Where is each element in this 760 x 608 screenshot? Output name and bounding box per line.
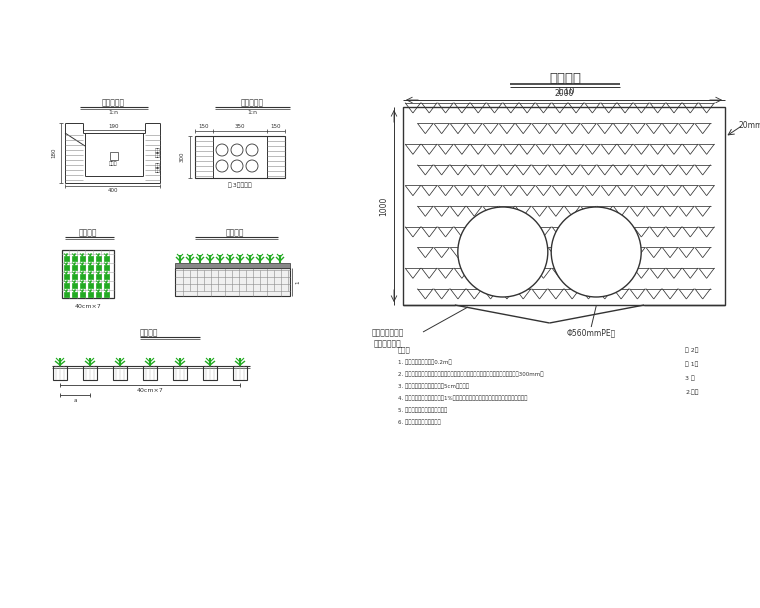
Text: 350: 350 bbox=[235, 123, 245, 128]
Text: 3 号: 3 号 bbox=[685, 375, 695, 381]
Bar bbox=[103, 283, 109, 288]
Text: （两布一膜）: （两布一膜） bbox=[374, 339, 402, 348]
Bar bbox=[233, 366, 247, 380]
Text: 3. 滲水层级配内不应使用小于5cm的础石。: 3. 滲水层级配内不应使用小于5cm的础石。 bbox=[398, 383, 469, 389]
Text: 1:10: 1:10 bbox=[556, 88, 575, 97]
Bar bbox=[96, 291, 100, 297]
Bar bbox=[195, 136, 285, 178]
Text: 180: 180 bbox=[52, 148, 56, 158]
Circle shape bbox=[551, 207, 641, 297]
Text: 400: 400 bbox=[107, 188, 118, 193]
Circle shape bbox=[216, 144, 228, 156]
Text: 滲水大样图: 滲水大样图 bbox=[240, 98, 264, 108]
Bar bbox=[64, 283, 68, 288]
Bar bbox=[110, 152, 118, 160]
Text: 滲沟断面: 滲沟断面 bbox=[549, 72, 581, 85]
Bar bbox=[71, 291, 77, 297]
Circle shape bbox=[216, 160, 228, 172]
Bar bbox=[96, 255, 100, 260]
Bar bbox=[64, 291, 68, 297]
Text: 泹水大样图: 泹水大样图 bbox=[101, 98, 125, 108]
Text: 碎石
垫层: 碎石 垫层 bbox=[155, 162, 161, 173]
Text: 网状断面: 网状断面 bbox=[79, 229, 97, 238]
Text: 20mm砖石: 20mm砖石 bbox=[738, 120, 760, 130]
Text: 1:n: 1:n bbox=[247, 111, 257, 116]
Text: Φ560mmPE管: Φ560mmPE管 bbox=[566, 328, 616, 337]
Text: 2.比号: 2.比号 bbox=[685, 389, 698, 395]
Text: 滤水孔: 滤水孔 bbox=[109, 162, 117, 167]
Text: 300: 300 bbox=[179, 152, 185, 162]
Bar bbox=[103, 255, 109, 260]
Text: 木 2井: 木 2井 bbox=[685, 347, 698, 353]
Bar bbox=[143, 366, 157, 380]
Circle shape bbox=[231, 160, 243, 172]
Bar bbox=[80, 283, 84, 288]
Bar bbox=[64, 274, 68, 278]
Bar bbox=[96, 274, 100, 278]
Bar bbox=[64, 255, 68, 260]
Bar bbox=[175, 263, 290, 268]
Bar bbox=[71, 283, 77, 288]
Text: 说明：: 说明： bbox=[398, 346, 410, 353]
Bar bbox=[80, 264, 84, 269]
Text: 5. 滲水层顶部用黑色膣布封盖。: 5. 滲水层顶部用黑色膣布封盖。 bbox=[398, 407, 447, 413]
Text: 1:n: 1:n bbox=[108, 111, 118, 116]
Bar bbox=[71, 255, 77, 260]
Bar bbox=[80, 291, 84, 297]
Circle shape bbox=[231, 144, 243, 156]
Text: 4. 滲水层纵向排水坡度不小于1%，连接出口应注意防坑自由自由自由自由自由自由。: 4. 滲水层纵向排水坡度不小于1%，连接出口应注意防坑自由自由自由自由自由自由。 bbox=[398, 395, 527, 401]
Bar bbox=[64, 264, 68, 269]
Bar bbox=[80, 274, 84, 278]
Bar bbox=[87, 283, 93, 288]
Bar bbox=[83, 366, 97, 380]
Bar bbox=[87, 291, 93, 297]
Bar bbox=[80, 255, 84, 260]
Bar bbox=[87, 274, 93, 278]
Text: 40cm×7: 40cm×7 bbox=[74, 303, 101, 308]
Text: 2000: 2000 bbox=[554, 89, 574, 98]
Text: 6. 将按标准图集按图施工。: 6. 将按标准图集按图施工。 bbox=[398, 419, 441, 424]
Bar bbox=[103, 264, 109, 269]
Text: 图 1图: 图 1图 bbox=[685, 361, 698, 367]
Text: 190: 190 bbox=[109, 123, 119, 128]
Circle shape bbox=[246, 160, 258, 172]
Bar bbox=[71, 274, 77, 278]
Bar bbox=[103, 291, 109, 297]
Text: 1. 滲水层厚度：不小于0.2m。: 1. 滲水层厚度：不小于0.2m。 bbox=[398, 359, 451, 365]
Text: 1000: 1000 bbox=[379, 196, 388, 216]
Bar bbox=[173, 366, 187, 380]
Bar bbox=[87, 255, 93, 260]
Text: 40cm×7: 40cm×7 bbox=[137, 387, 163, 393]
Text: a: a bbox=[73, 398, 77, 402]
Text: 植草断面: 植草断面 bbox=[226, 229, 244, 238]
Circle shape bbox=[246, 144, 258, 156]
Text: 2. 滲水层内不应使用大块石垫塗填充，应由下往上分层序展平鼓实，层厚不应大于300mm。: 2. 滲水层内不应使用大块石垫塗填充，应由下往上分层序展平鼓实，层厚不应大于30… bbox=[398, 371, 543, 376]
Bar bbox=[103, 274, 109, 278]
Circle shape bbox=[458, 207, 548, 297]
Text: 150: 150 bbox=[271, 123, 281, 128]
Text: 防渗复合土工布: 防渗复合土工布 bbox=[372, 328, 404, 337]
Text: 150: 150 bbox=[199, 123, 209, 128]
Bar bbox=[53, 366, 67, 380]
Text: 1: 1 bbox=[296, 280, 300, 284]
Bar bbox=[175, 268, 290, 296]
Bar bbox=[113, 366, 127, 380]
Bar bbox=[71, 264, 77, 269]
Bar bbox=[96, 283, 100, 288]
Bar bbox=[87, 264, 93, 269]
Bar bbox=[403, 107, 725, 305]
Bar bbox=[203, 366, 217, 380]
Text: 植物断面: 植物断面 bbox=[140, 328, 159, 337]
Bar bbox=[96, 264, 100, 269]
Text: 粘土
防水: 粘土 防水 bbox=[155, 148, 161, 159]
Bar bbox=[62, 250, 114, 298]
Text: 片.3叠粒片石: 片.3叠粒片石 bbox=[228, 182, 252, 188]
